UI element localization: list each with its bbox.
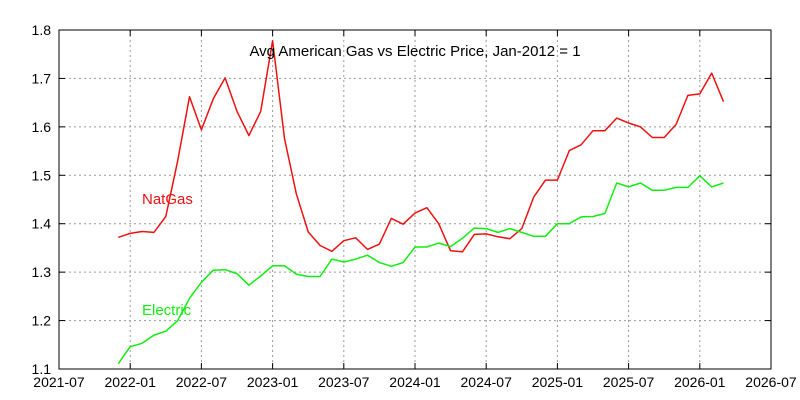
series-label-natgas: NatGas [142, 191, 193, 208]
x-tick-label: 2023-01 [247, 374, 299, 390]
series-line-natgas [118, 39, 725, 253]
x-tick-label: 2022-01 [105, 374, 157, 390]
y-tick-label: 1.4 [32, 216, 52, 232]
x-tick-label: 2023-07 [318, 374, 370, 390]
series-line-electric [117, 175, 724, 365]
x-tick-label: 2025-01 [532, 374, 584, 390]
y-tick-label: 1.7 [32, 70, 52, 86]
x-tick-label: 2024-01 [389, 374, 441, 390]
y-tick-label: 1.5 [32, 167, 52, 183]
x-tick-label: 2026-01 [674, 374, 726, 390]
axis-ticks: 2021-07 2022-01 2022-07 2023-01 2023-07 2024-… [32, 22, 797, 390]
gridlines [59, 30, 771, 369]
y-tick-label: 1.3 [32, 264, 52, 280]
x-tick-label: 2022-07 [176, 374, 228, 390]
chart-title: Avg American Gas vs Electric Price, Jan-… [249, 43, 580, 60]
y-tick-label: 1.1 [32, 361, 52, 377]
x-tick-label: 2021-07 [33, 374, 85, 390]
y-tick-label: 1.2 [32, 313, 52, 329]
x-tick-label: 2024-07 [461, 374, 513, 390]
x-tick-label: 2025-07 [603, 374, 655, 390]
series-lines [117, 39, 725, 365]
series-label-electric: Electric [142, 302, 192, 319]
y-tick-label: 1.6 [32, 119, 52, 135]
y-tick-label: 1.8 [32, 22, 52, 38]
x-tick-label: 2026-07 [745, 374, 797, 390]
